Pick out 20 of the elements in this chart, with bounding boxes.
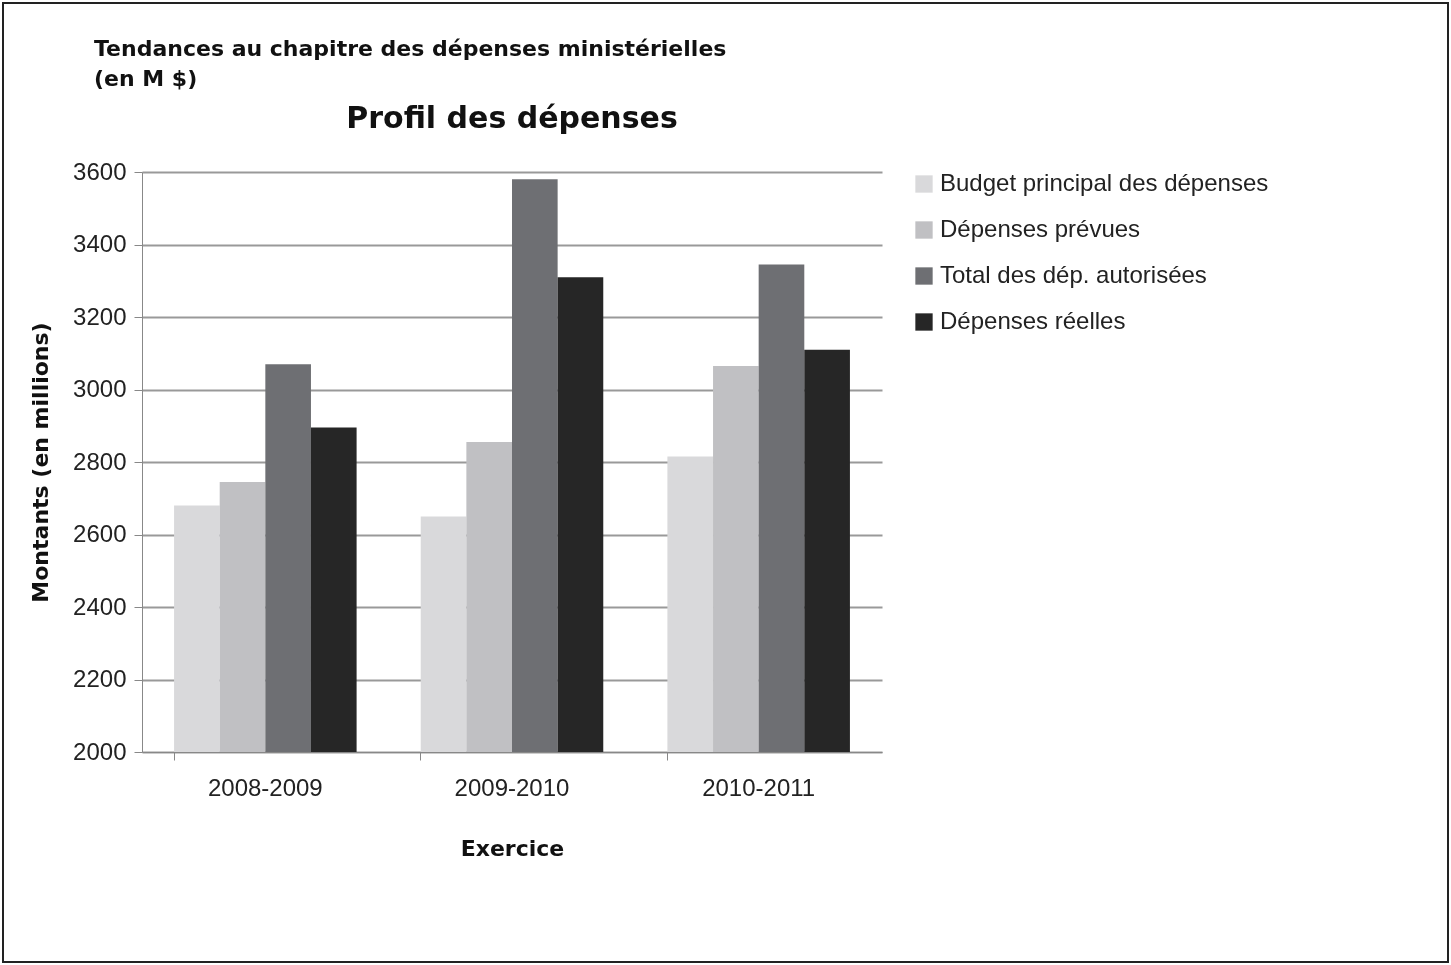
y-tick-label: 2400 (73, 592, 127, 620)
y-tick-label: 3000 (73, 375, 127, 402)
x-tick-label: 2008-2009 (207, 773, 323, 801)
y-axis-title: Montants (en millions) (28, 322, 54, 603)
legend-label: Total des dép. autorisées (940, 261, 1207, 288)
y-tick-label: 2000 (73, 737, 127, 765)
legend-label: Dépenses prévues (940, 215, 1141, 242)
x-axis-title: Exercice (460, 835, 565, 861)
y-tick-label: 3600 (73, 157, 127, 185)
legend-label: Budget principal des dépenses (940, 169, 1269, 196)
y-tick-label: 2600 (73, 520, 127, 547)
x-tick-label: 2009-2010 (454, 773, 570, 801)
y-tick-label: 2200 (73, 665, 127, 692)
y-tick-label: 3200 (73, 302, 127, 330)
x-tick-label: 2010-2011 (702, 773, 816, 801)
y-tick-label: 3400 (73, 230, 127, 257)
y-tick-label: 2800 (73, 447, 127, 475)
legend-label: Dépenses réelles (940, 307, 1126, 334)
chart-subtitle: Profil des dépenses (346, 100, 678, 135)
chart-title: Tendances au chapitre des dépenses ministérielles (en M $) (94, 35, 728, 93)
